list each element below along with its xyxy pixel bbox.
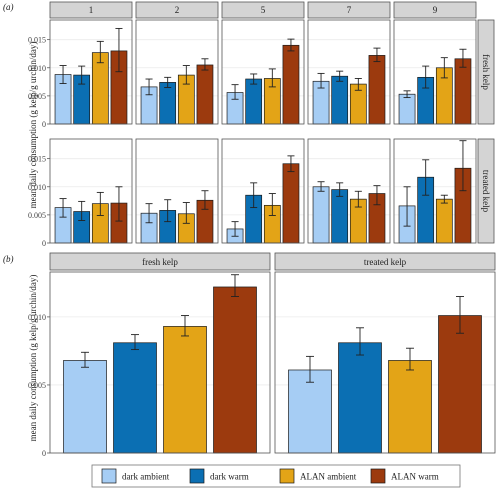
panel-a-strip-9 bbox=[393, 1, 477, 19]
panel-a-grid: 1 2 5 7 9 fresh kelp 0 0.005 0.010 0.015 treated k… bbox=[28, 1, 495, 248]
panel-b-c1-bar-dark-ambient bbox=[288, 369, 332, 454]
panel-b-grid: fresh kelp treated kelp 0 0.005 0.010 bbox=[28, 252, 496, 458]
panel-b-c0-bar-dark-warm bbox=[113, 342, 157, 454]
legend-label-dark-ambient: dark ambient bbox=[122, 472, 170, 482]
panel-a-row-0-ytick-label-0: 0 bbox=[42, 120, 46, 129]
panel-b-ylabel: mean daily consumption (g kelp/g urchin/… bbox=[28, 275, 38, 442]
panel-a-strip-1 bbox=[49, 1, 133, 19]
panel-b-strip-label-1: treated kelp bbox=[364, 257, 407, 267]
panel-a-row-1-ytick-label-3: 0.015 bbox=[28, 155, 46, 164]
panel-a-row-1-ytick-label-1: 0.005 bbox=[28, 211, 46, 220]
panel-b-c1-bar-alan-ambient bbox=[388, 360, 432, 454]
panel-a-strip-label-2: 2 bbox=[175, 5, 180, 15]
panel-a-row-0-ytick-label-2: 0.010 bbox=[28, 64, 46, 73]
panel-b-c0-border bbox=[49, 271, 271, 454]
panel-a-r0-c9-bar-dark-ambient bbox=[398, 93, 416, 125]
panel-b-ytick-label-2: 0.010 bbox=[28, 313, 46, 322]
panel-a-r0-c5-bar-alan-warm bbox=[282, 44, 300, 125]
panel-b-c1-bar-dark-warm bbox=[338, 342, 382, 454]
panel-a-r1-c5-border bbox=[221, 138, 305, 244]
panel-a-r0-c7-bar-alan-warm bbox=[368, 55, 386, 125]
panel-b-strip-0 bbox=[49, 252, 271, 271]
legend-swatch-alan-warm bbox=[370, 468, 386, 484]
panel-a-r1-c1-border bbox=[49, 138, 133, 244]
panel-a-r0-c5-border bbox=[221, 19, 305, 125]
panel-a-strip-label-5: 5 bbox=[261, 5, 266, 15]
panel-a-r1-c7-border bbox=[307, 138, 391, 244]
panel-a-r1-c5-bar-alan-warm bbox=[282, 163, 300, 244]
legend-swatch-alan-ambient bbox=[279, 468, 295, 484]
legend: dark ambient dark warm ALAN ambient ALAN wa… bbox=[91, 464, 461, 488]
panel-a-r1-c9-bar-alan-ambient bbox=[435, 198, 453, 244]
panel-a-row-strip-0 bbox=[477, 19, 495, 125]
panel-a-strip-2 bbox=[135, 1, 219, 19]
panel-a-strip-label-9: 9 bbox=[433, 5, 438, 15]
panel-a-r0-c2-bar-dark-warm bbox=[159, 82, 177, 125]
panel-a-r0-c2-bar-alan-warm bbox=[196, 64, 214, 125]
panel-a-row-1-ytick-label-2: 0.010 bbox=[28, 183, 46, 192]
panel-a-row-strip-label-0: fresh kelp bbox=[481, 54, 491, 90]
panel-a-r0-c9-border bbox=[393, 19, 477, 125]
panel-a-r0-c1-bar-alan-ambient bbox=[91, 52, 109, 125]
panel-a-strip-5 bbox=[221, 1, 305, 19]
panel-a-row-0-ytick-label-1: 0.005 bbox=[28, 92, 46, 101]
panel-a-strip-label-7: 7 bbox=[347, 5, 352, 15]
panel-a-r0-c9-bar-alan-warm bbox=[454, 58, 472, 125]
panel-b-c0-bar-alan-warm bbox=[213, 286, 257, 454]
panel-a-r0-c2-border bbox=[135, 19, 219, 125]
panel-b-ytick-label-1: 0.005 bbox=[28, 381, 46, 390]
panel-b-tag: (b) bbox=[3, 254, 14, 264]
panel-b-c0-bar-dark-ambient bbox=[63, 360, 107, 454]
panel-b-c0-bar-alan-ambient bbox=[163, 326, 207, 454]
panel-a-ylabel: mean daily consumption (g kelp/g urchin/… bbox=[28, 42, 38, 209]
panel-a-r1-c2-border bbox=[135, 138, 219, 244]
legend-box bbox=[91, 464, 461, 488]
legend-label-alan-ambient: ALAN ambient bbox=[300, 472, 357, 482]
panel-a-r1-c9-border bbox=[393, 138, 477, 244]
panel-a-row-strip-1 bbox=[477, 138, 495, 244]
panel-a-r0-c1-border bbox=[49, 19, 133, 125]
panel-a-r1-c7-bar-dark-ambient bbox=[312, 186, 330, 244]
panel-a-r1-c7-bar-dark-warm bbox=[331, 189, 349, 244]
panel-a-tag: (a) bbox=[3, 2, 14, 12]
legend-swatch-dark-warm bbox=[189, 468, 205, 484]
legend-swatch-dark-ambient bbox=[101, 468, 117, 484]
panel-a-r0-c5-bar-dark-warm bbox=[245, 78, 263, 125]
panel-a-r0-c7-bar-dark-warm bbox=[331, 75, 349, 125]
panel-b-c1-border bbox=[274, 271, 496, 454]
panel-a-row-strip-label-1: treated kelp bbox=[481, 170, 491, 213]
legend-label-dark-warm: dark warm bbox=[210, 472, 249, 482]
panel-b-strip-label-0: fresh kelp bbox=[142, 257, 178, 267]
panel-a-strip-7 bbox=[307, 1, 391, 19]
panel-a-row-1-ytick-label-0: 0 bbox=[42, 239, 46, 248]
panel-b-ytick-label-0: 0 bbox=[42, 449, 46, 458]
panel-b-strip-1 bbox=[274, 252, 496, 271]
panel-a-r0-c7-border bbox=[307, 19, 391, 125]
panel-a-strip-label-1: 1 bbox=[89, 5, 94, 15]
panel-b-c1-bar-alan-warm bbox=[438, 315, 482, 454]
legend-label-alan-warm: ALAN warm bbox=[391, 472, 439, 482]
panel-a-row-0-ytick-label-3: 0.015 bbox=[28, 36, 46, 45]
